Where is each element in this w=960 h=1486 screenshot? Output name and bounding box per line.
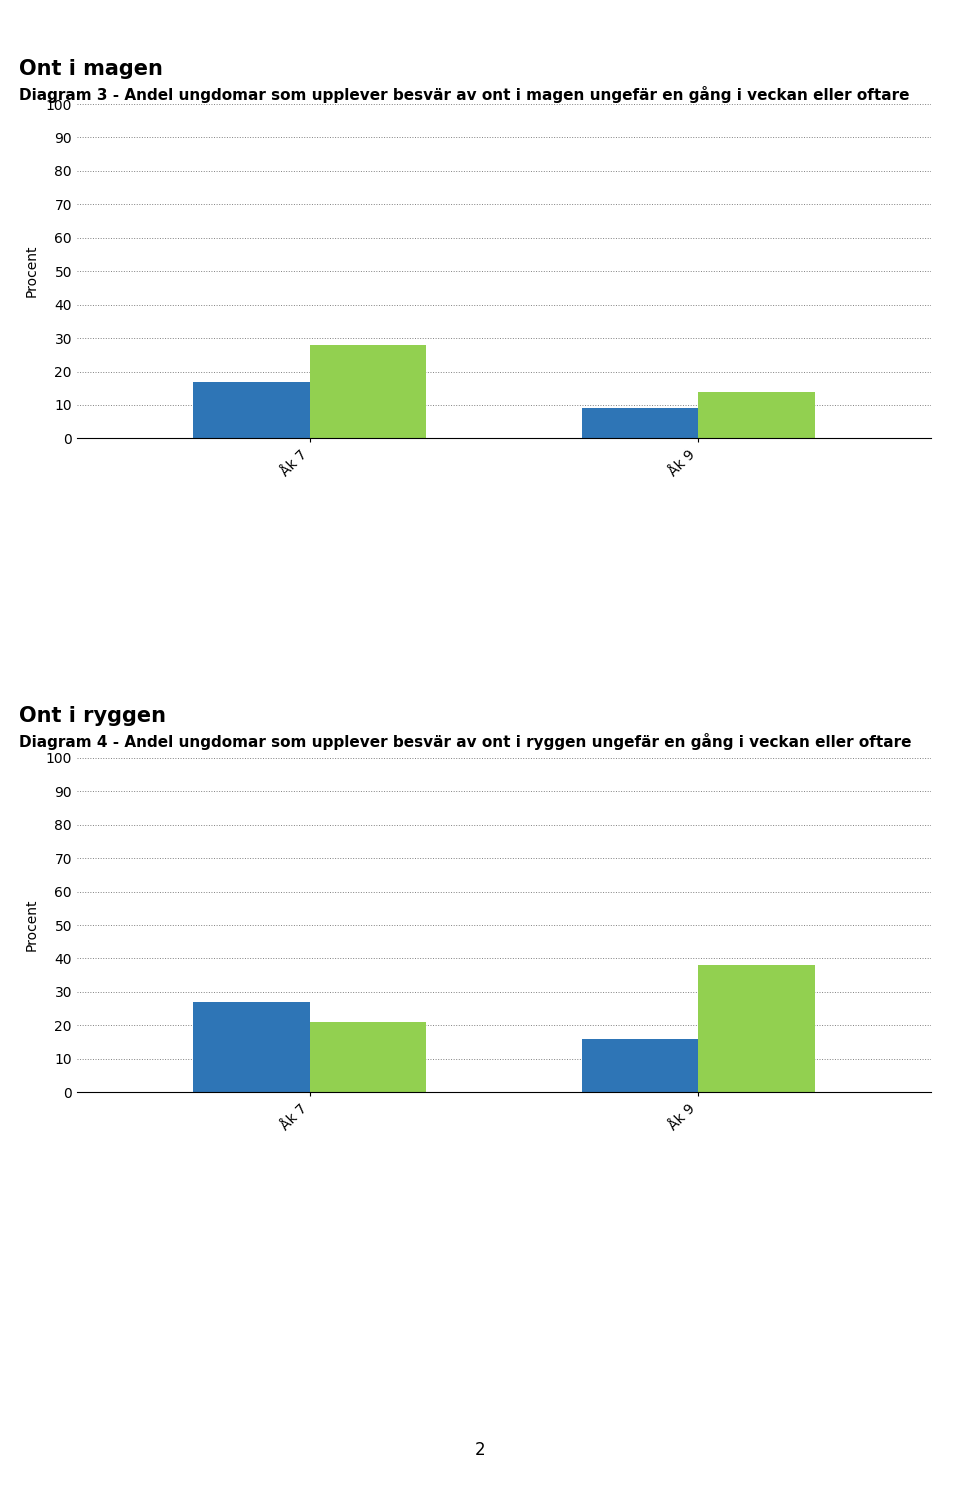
Bar: [310, 1022, 426, 1092]
Y-axis label: Procent: Procent: [25, 899, 38, 951]
Legend: Pojkar, Flickor: Pojkar, Flickor: [389, 1125, 571, 1149]
Legend: Pojkar, Flickor: Pojkar, Flickor: [389, 471, 571, 495]
Text: 2: 2: [474, 1441, 486, 1459]
Bar: [698, 966, 815, 1092]
Bar: [582, 1039, 698, 1092]
Bar: [582, 409, 698, 438]
Text: Diagram 3 - Andel ungdomar som upplever besvär av ont i magen ungefär en gång i : Diagram 3 - Andel ungdomar som upplever …: [19, 86, 910, 103]
Bar: [193, 1002, 310, 1092]
Bar: [193, 382, 310, 438]
Y-axis label: Procent: Procent: [25, 245, 38, 297]
Bar: [698, 392, 815, 438]
Bar: [310, 345, 426, 438]
Text: Diagram 4 - Andel ungdomar som upplever besvär av ont i ryggen ungefär en gång i: Diagram 4 - Andel ungdomar som upplever …: [19, 733, 912, 749]
Text: Ont i magen: Ont i magen: [19, 59, 163, 79]
Text: Ont i ryggen: Ont i ryggen: [19, 706, 166, 725]
